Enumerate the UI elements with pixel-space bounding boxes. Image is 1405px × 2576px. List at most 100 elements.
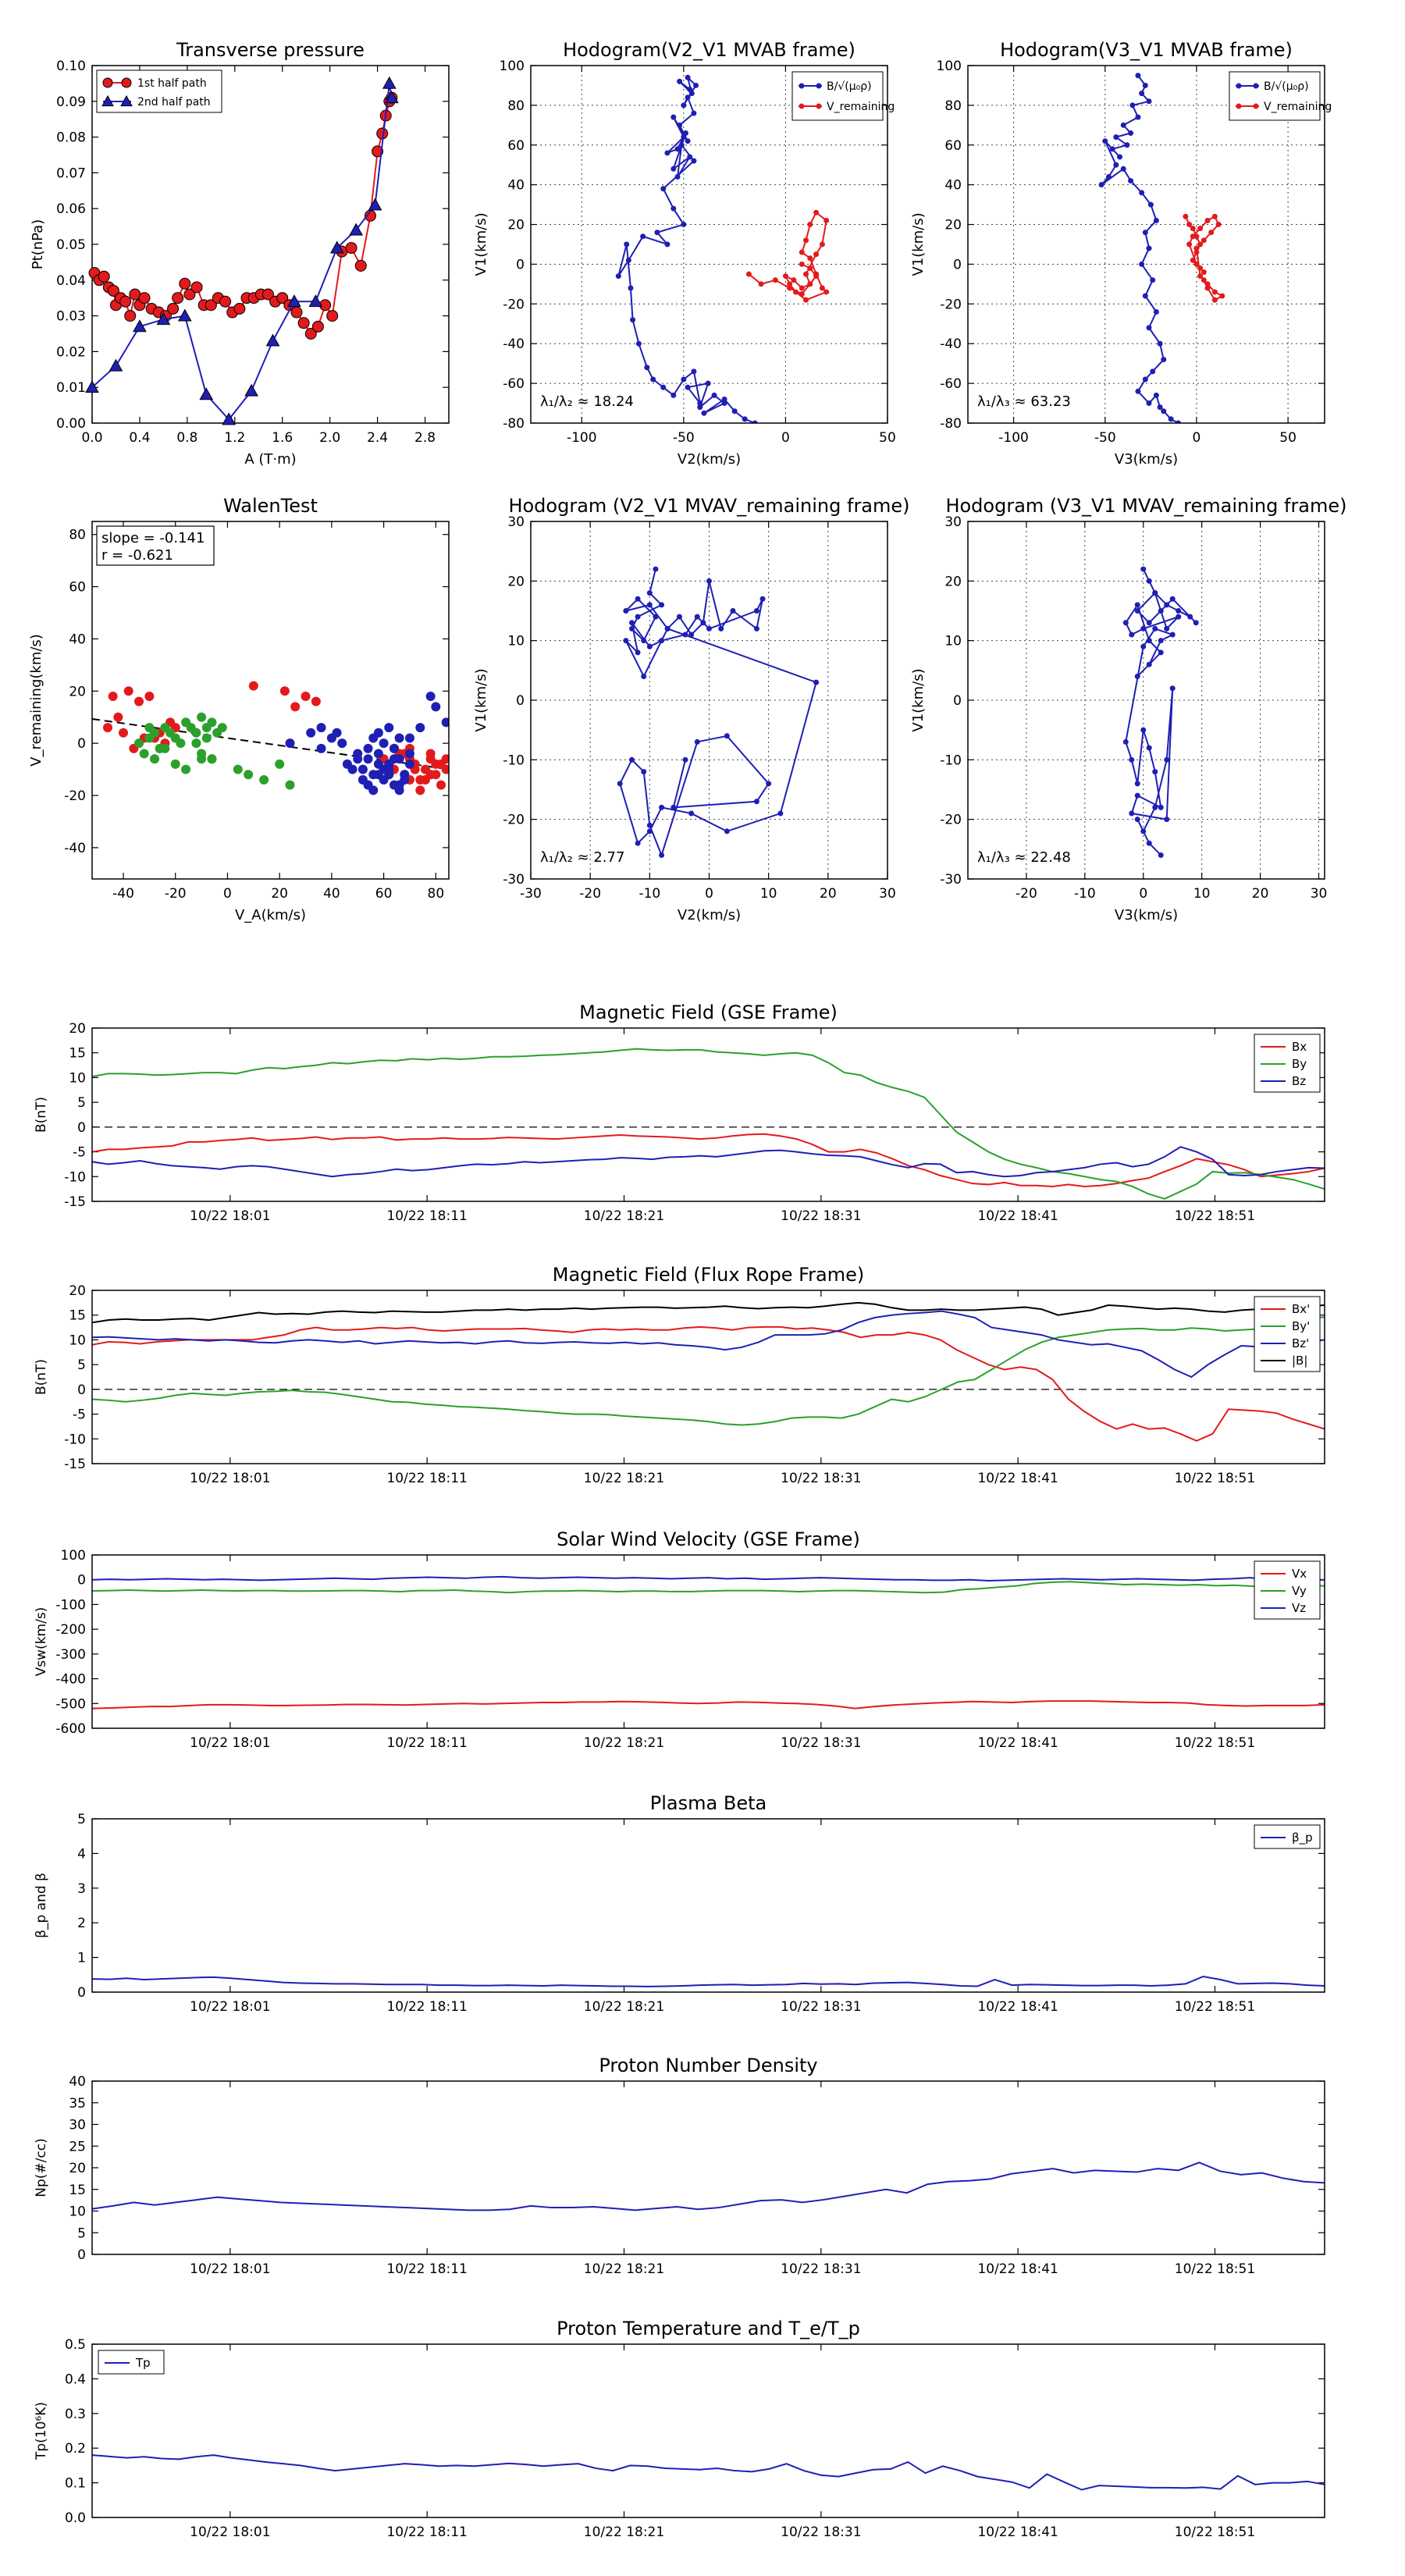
x-tick-label: 2.0: [319, 430, 340, 446]
y-tick-label: 4: [77, 1846, 86, 1862]
chart-proton-number-density: Proton Number Density 10/22 18:01 10/22 18…: [34, 2055, 1325, 2277]
data-point: [1164, 817, 1170, 823]
data-point: [389, 754, 399, 764]
x-tick-label: 0.4: [129, 430, 150, 446]
chart-proton-temperature: Proton Temperature and T_e/T_p 10/22 18:0…: [34, 2318, 1325, 2540]
y-tick-label: 0: [77, 736, 86, 752]
y-tick-label: 40: [69, 2074, 86, 2090]
x-tick-label: 50: [1279, 430, 1297, 446]
series-line: [91, 83, 393, 421]
legend-label: By': [1292, 1319, 1310, 1333]
y-tick-label: -80: [503, 416, 525, 432]
data-point: [181, 764, 191, 774]
y-tick-label: -40: [64, 841, 86, 856]
series-line: [91, 1146, 1325, 1178]
data-point: [625, 257, 631, 263]
y-tick-label: 35: [69, 2096, 86, 2112]
data-point: [641, 769, 647, 775]
y-tick-label: 20: [944, 218, 962, 233]
x-tick-label: 0: [705, 886, 713, 902]
data-point: [170, 759, 180, 769]
series-line: [91, 1975, 1325, 1987]
y-tick-label: 20: [944, 574, 962, 589]
data-point: [259, 774, 269, 785]
data-point: [248, 681, 258, 691]
data-point: [1109, 146, 1115, 152]
y-tick-label: -600: [55, 1721, 86, 1737]
data-point: [681, 102, 687, 109]
data-point: [1128, 178, 1134, 184]
data-point: [1211, 289, 1218, 295]
legend-label: |B|: [1292, 1354, 1307, 1368]
y-tick-label: -15: [64, 1194, 86, 1210]
chart-title: Plasma Beta: [650, 1792, 767, 1814]
x-tick-label: 20: [820, 886, 837, 902]
legend-marker: [120, 94, 133, 107]
y-axis-label: Vsw(km/s): [34, 1607, 49, 1677]
data-point: [1187, 614, 1193, 620]
data-point: [1120, 165, 1126, 172]
data-point: [207, 754, 217, 764]
data-point: [1140, 566, 1147, 572]
x-tick-label: -50: [673, 430, 695, 446]
y-tick-label: 0.09: [56, 94, 86, 110]
data-point: [431, 702, 441, 712]
data-point: [706, 578, 712, 584]
y-tick-label: 0.0: [65, 2510, 86, 2526]
x-tick-label: 60: [375, 886, 393, 902]
plot-frame: [967, 521, 1325, 880]
x-tick-label: 20: [1252, 886, 1269, 902]
chart-hodogram-v3-v1-mvav: Hodogram (V3_V1 MVAV_remaining frame) -20…: [910, 495, 1347, 923]
data-point: [697, 400, 703, 407]
slope-label: slope = -0.141: [101, 530, 205, 546]
legend-label: Bx': [1292, 1302, 1310, 1316]
y-tick-label: 20: [69, 1021, 86, 1037]
data-point: [357, 764, 368, 774]
y-tick-label: 0.04: [56, 273, 86, 289]
chart-title: Hodogram(V3_V1 MVAB frame): [1000, 39, 1293, 61]
data-point: [691, 110, 697, 116]
x-tick-label: 40: [323, 886, 340, 902]
plot-frame: [91, 2343, 1325, 2518]
data-point: [799, 291, 805, 297]
data-point: [664, 625, 670, 632]
data-point: [1146, 745, 1152, 751]
x-tick-label: 10/22 18:11: [386, 1208, 467, 1224]
data-point: [628, 756, 635, 763]
data-point: [654, 229, 660, 236]
data-point: [415, 785, 425, 795]
data-point: [682, 756, 688, 763]
x-tick-label: 10/22 18:31: [781, 1471, 861, 1486]
x-tick-label: 1.2: [224, 430, 245, 446]
data-point: [1120, 122, 1126, 128]
data-point: [1158, 638, 1164, 644]
legend-marker: [816, 83, 822, 89]
y-tick-label: 10: [69, 1332, 86, 1348]
data-point: [1164, 756, 1170, 763]
x-tick-label: 10/22 18:31: [781, 2261, 861, 2277]
data-point: [1200, 269, 1207, 276]
data-point: [103, 723, 113, 733]
x-tick-label: 10/22 18:51: [1175, 1208, 1255, 1224]
data-point: [677, 122, 683, 128]
data-point: [345, 242, 357, 254]
y-tick-label: -40: [940, 336, 962, 352]
data-point: [1134, 602, 1140, 608]
x-tick-label: -30: [520, 886, 542, 902]
data-point: [1200, 277, 1207, 283]
y-axis-label: V1(km/s): [910, 212, 927, 276]
data-point: [1152, 804, 1158, 810]
y-tick-label: 0.4: [65, 2371, 86, 2387]
legend-label: V_remaining: [1264, 101, 1332, 113]
x-tick-label: 10/22 18:41: [977, 2524, 1058, 2540]
x-tick-label: 10/22 18:31: [781, 1999, 861, 2015]
plot-frame: [530, 65, 888, 424]
chart-hodogram-v2-v1-mvav: Hodogram (V2_V1 MVAV_remaining frame) -30…: [473, 495, 910, 923]
data-point: [316, 723, 326, 733]
chart-title: Solar Wind Velocity (GSE Frame): [557, 1528, 860, 1550]
legend: β_p: [1254, 1824, 1321, 1849]
y-tick-label: 0: [77, 2247, 86, 2263]
y-tick-label: 10: [69, 1070, 86, 1086]
legend-marker: [1253, 103, 1259, 109]
data-point: [653, 566, 659, 572]
